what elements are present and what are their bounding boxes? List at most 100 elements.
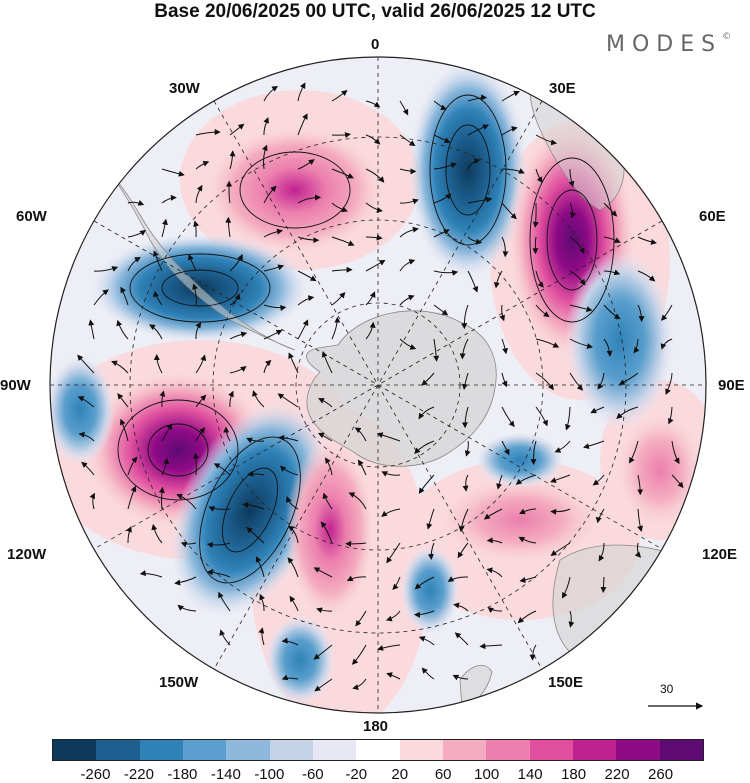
- wind-vector: [464, 440, 471, 457]
- wind-vector: [195, 184, 203, 204]
- wind-vector: [127, 199, 145, 206]
- wind-vector: [316, 607, 333, 614]
- reference-vector-label: 30: [660, 682, 674, 696]
- wind-vector: [117, 393, 129, 408]
- wind-vector: [331, 236, 355, 246]
- wind-vector: [637, 474, 644, 496]
- wind-vector: [418, 474, 435, 495]
- wind-vector: [297, 82, 306, 102]
- wind-vector: [569, 236, 585, 255]
- wind-vector: [229, 331, 248, 340]
- wind-vector: [345, 540, 367, 547]
- wind-vector: [287, 525, 299, 544]
- wind-vector: [352, 678, 367, 691]
- wind-vector: [399, 259, 416, 272]
- colorbar-tick-label: -20: [345, 766, 368, 783]
- colorbar-cell: [486, 740, 530, 760]
- wind-vector: [467, 236, 483, 245]
- wind-vector: [153, 250, 163, 272]
- lon-label-90w: 90W: [0, 377, 31, 394]
- lon-label-120e: 120E: [702, 546, 738, 563]
- wind-vector: [149, 324, 163, 340]
- wind-vector: [188, 253, 197, 272]
- wind-vector: [529, 644, 537, 661]
- wind-vector: [515, 474, 537, 485]
- graticule: [50, 57, 706, 713]
- wind-vector: [461, 304, 469, 330]
- wind-vector: [418, 636, 435, 646]
- wind-vector: [161, 457, 170, 476]
- wind-vector: [499, 304, 506, 322]
- colorbar-tick-label: -60: [301, 766, 324, 783]
- wind-vector: [452, 674, 469, 681]
- wind-vector: [418, 406, 435, 420]
- wind-vector: [263, 117, 269, 136]
- wind-vector: [628, 440, 639, 464]
- colorbar-tick-label: 220: [604, 766, 630, 783]
- wind-vector: [496, 474, 503, 490]
- wind-vector: [590, 406, 605, 414]
- wind-vector: [633, 338, 640, 354]
- lon-label-120w: 120W: [7, 546, 47, 563]
- wind-vector: [279, 465, 299, 476]
- wind-vector: [278, 434, 299, 442]
- wind-vector: [225, 216, 232, 238]
- wind-vector: [467, 196, 493, 204]
- wind-vector: [519, 576, 537, 583]
- wind-vector: [457, 542, 469, 559]
- wind-vector: [289, 595, 299, 612]
- wind-vector: [414, 610, 435, 618]
- wind-vector: [381, 471, 401, 477]
- wind-vector: [228, 390, 234, 408]
- wind-vector: [433, 162, 457, 170]
- wind-vector: [569, 304, 593, 313]
- lon-label-150e: 150E: [548, 674, 584, 691]
- wind-vector: [263, 329, 283, 340]
- wind-vector: [195, 129, 221, 136]
- wind-vector: [93, 289, 109, 306]
- logo-text: MODES: [606, 32, 723, 57]
- wind-vector: [665, 372, 673, 395]
- wind-vectors: [77, 82, 684, 692]
- wind-vector: [127, 456, 138, 476]
- wind-vector: [195, 427, 206, 442]
- wind-vector: [365, 291, 376, 306]
- wind-vector: [501, 338, 508, 355]
- wind-vector: [195, 321, 202, 340]
- wind-vector: [637, 508, 643, 532]
- wind-vector: [399, 134, 416, 147]
- wind-vector: [668, 406, 674, 425]
- wind-vector: [206, 569, 231, 578]
- wind-vector: [554, 440, 571, 453]
- wind-vector: [355, 610, 367, 627]
- colorbar-tick-label: -140: [210, 766, 241, 783]
- wind-vector: [285, 496, 299, 510]
- wind-vector: [603, 338, 613, 357]
- wind-vector: [297, 319, 309, 340]
- wind-vector: [365, 134, 381, 145]
- wind-vector: [161, 423, 173, 442]
- wind-vector: [386, 672, 401, 680]
- map-field: [50, 57, 706, 713]
- wind-vector: [252, 390, 265, 408]
- wind-vector: [634, 542, 642, 558]
- wind-vector: [377, 644, 401, 651]
- wind-vector: [229, 293, 241, 306]
- wind-vector: [297, 113, 308, 136]
- wind-vector: [161, 218, 168, 238]
- wind-vector: [501, 126, 518, 136]
- wind-vector: [595, 508, 605, 524]
- wind-vector: [89, 492, 95, 510]
- wind-vector: [365, 259, 386, 272]
- wind-vector: [348, 492, 367, 510]
- wind-vector: [365, 234, 383, 241]
- lon-label-150w: 150W: [159, 674, 199, 691]
- colorbar: [52, 739, 704, 761]
- wind-vector: [637, 270, 656, 282]
- wind-vector: [127, 485, 137, 510]
- wind-vector: [603, 269, 621, 276]
- wind-vector: [598, 542, 605, 562]
- colorbar-tick-label: 100: [474, 766, 500, 783]
- wind-vector: [127, 256, 141, 272]
